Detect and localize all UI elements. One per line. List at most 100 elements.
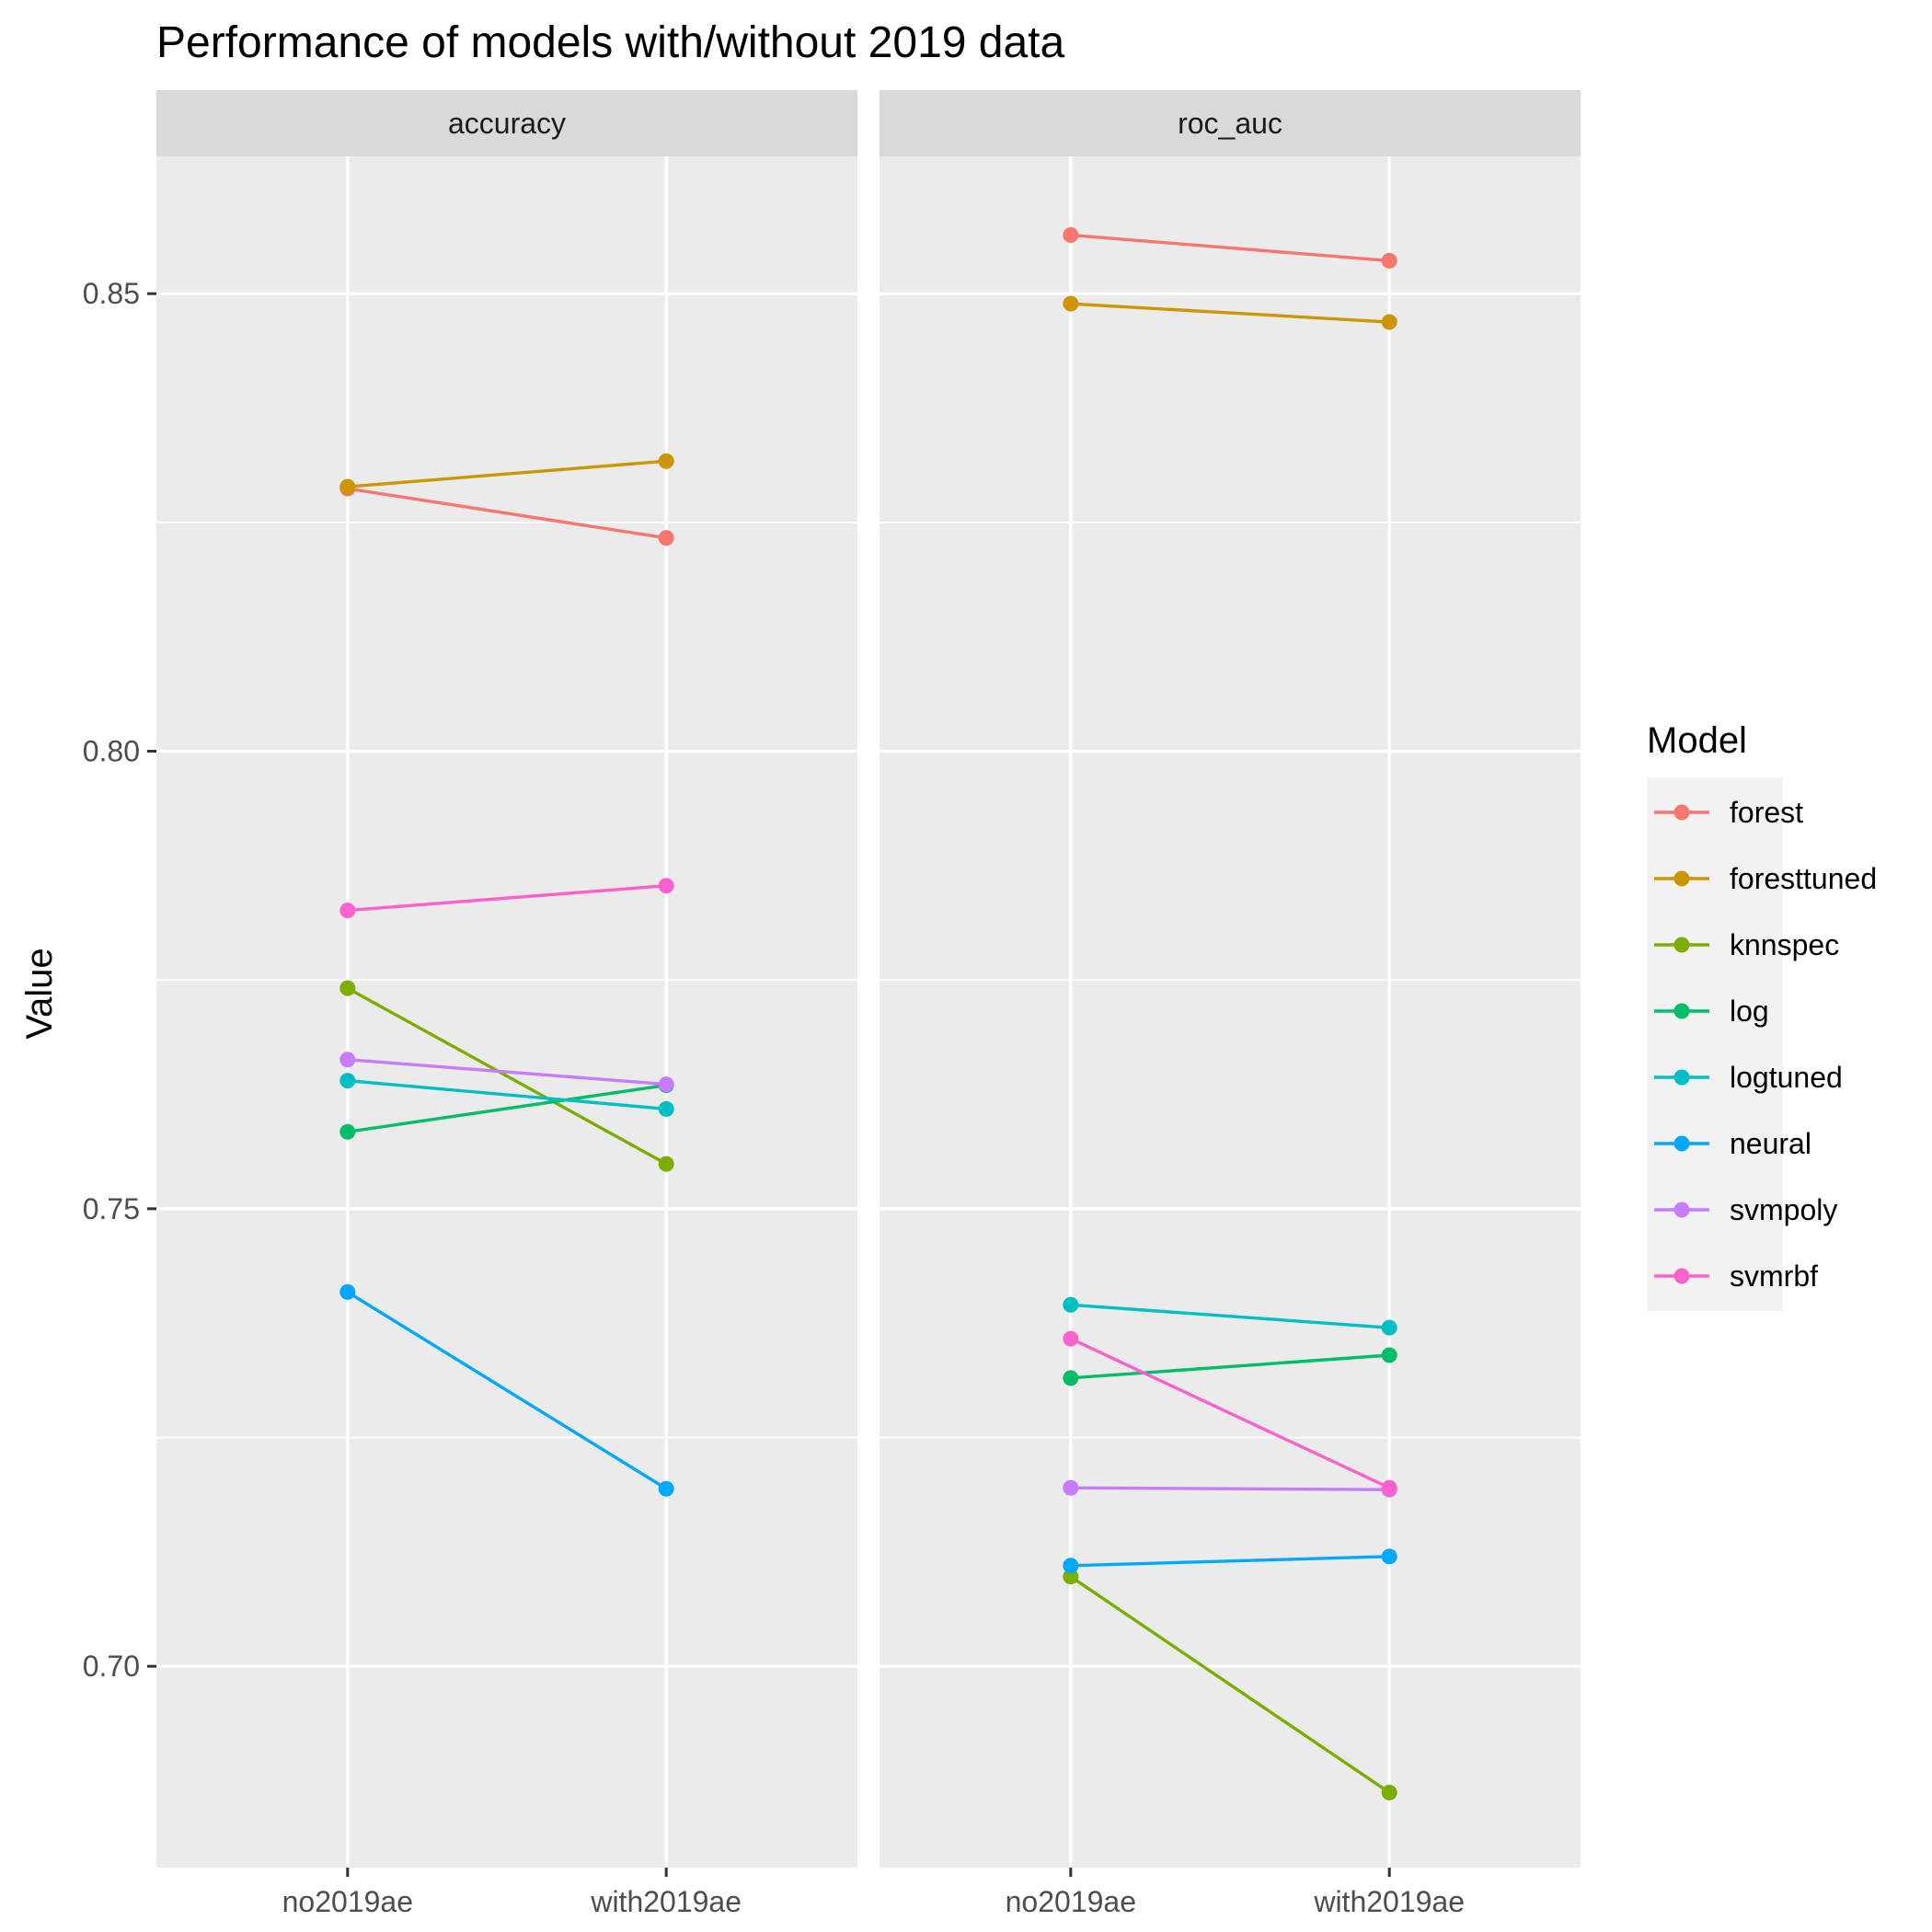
data-point [658, 1100, 674, 1117]
legend-key-point [1673, 870, 1690, 887]
series-line [1070, 1337, 1390, 1489]
data-point [658, 878, 674, 894]
legend-key-background [1647, 777, 1783, 1311]
facet-strip-label: roc_auc [1178, 107, 1282, 140]
series-line [1070, 1555, 1390, 1568]
legend-label: neural [1730, 1127, 1811, 1160]
series-svmrbf [339, 878, 674, 919]
x-tick-label: with2019ae [590, 1885, 742, 1918]
facet-strip-label: accuracy [448, 107, 566, 140]
data-point [1381, 1548, 1397, 1565]
series-neural [1063, 1548, 1397, 1574]
series-line [347, 1058, 667, 1087]
data-point [1381, 314, 1397, 330]
chart-title: Performance of models with/without 2019 … [156, 18, 1065, 67]
facet-strip [880, 90, 1581, 156]
data-point [1063, 227, 1079, 244]
x-tick-label: no2019ae [282, 1885, 413, 1918]
panel-background [156, 156, 857, 1868]
legend-key-point [1673, 804, 1690, 821]
data-point [1381, 1479, 1397, 1496]
series-line [346, 986, 668, 1166]
legend-key-point [1673, 1069, 1690, 1086]
series-line [346, 1290, 668, 1490]
legend-key-point [1673, 1202, 1690, 1218]
legend-item-svmrbf: svmrbf [1654, 1259, 1818, 1293]
series-line [1070, 302, 1390, 324]
facet-panels: no2019ae with2019ae accuracy no2019ae with20… [83, 90, 1581, 1918]
y-axis: 0.70 0.75 0.80 0.85 [83, 277, 156, 1683]
legend-title: Model [1647, 720, 1747, 761]
data-point [658, 1480, 674, 1497]
data-point [1063, 295, 1079, 312]
legend-item-logtuned: logtuned [1654, 1061, 1843, 1094]
data-point [339, 478, 356, 495]
data-point [1063, 1330, 1079, 1347]
data-point [1063, 1569, 1079, 1585]
data-point [1381, 1347, 1397, 1363]
series-line [1069, 1575, 1391, 1794]
legend-label: svmrbf [1730, 1259, 1818, 1293]
data-point [1063, 1479, 1079, 1496]
data-point [339, 1052, 356, 1068]
data-point [339, 903, 356, 919]
data-point [1063, 1296, 1079, 1313]
series-logtuned [1063, 1296, 1397, 1336]
data-point [658, 1156, 674, 1172]
series-line [1070, 233, 1390, 263]
y-tick-label: 0.75 [83, 1192, 140, 1225]
legend-label: knnspec [1730, 928, 1839, 961]
series-svmrbf [1063, 1330, 1397, 1496]
series-line [347, 1078, 667, 1111]
legend-item-log: log [1654, 995, 1769, 1028]
legend-item-knnspec: knnspec [1654, 928, 1839, 961]
legend-items: forest foresttuned knnspec log logtuned neura… [1654, 796, 1877, 1293]
series-forest [1063, 227, 1397, 269]
y-tick-label: 0.80 [83, 735, 140, 768]
series-line [347, 459, 667, 489]
legend-label: logtuned [1730, 1061, 1843, 1094]
series-foresttuned [1063, 295, 1397, 330]
series-line [347, 884, 667, 913]
legend-label: svmpoly [1730, 1193, 1837, 1226]
legend-label: log [1730, 995, 1769, 1028]
series-svmpoly [339, 1052, 674, 1093]
series-line [1070, 1303, 1390, 1329]
legend-key-point [1673, 1003, 1690, 1019]
legend-item-neural: neural [1654, 1127, 1811, 1160]
facet-panel-accuracy: no2019ae with2019ae accuracy [156, 90, 857, 1918]
legend: Model forest foresttuned knnspec log logtune… [1647, 720, 1877, 1311]
data-point [658, 1076, 674, 1093]
data-point [339, 1123, 356, 1140]
data-point [1381, 252, 1397, 269]
data-point [1381, 1319, 1397, 1336]
y-axis-title: Value [19, 948, 60, 1039]
data-point [1381, 1784, 1397, 1800]
series-line [1070, 1486, 1390, 1491]
series-neural [339, 1283, 674, 1497]
y-tick-label: 0.70 [83, 1650, 140, 1683]
legend-item-forest: forest [1654, 796, 1803, 829]
data-point [658, 530, 674, 546]
facet-panel-roc_auc: no2019ae with2019ae roc_auc [880, 90, 1581, 1918]
series-line [347, 487, 667, 540]
series-knnspec [1063, 1569, 1397, 1800]
data-point [339, 1073, 356, 1089]
legend-label: forest [1730, 796, 1803, 829]
legend-label: foresttuned [1730, 862, 1877, 895]
x-tick-label: with2019ae [1313, 1885, 1465, 1918]
legend-key-point [1673, 1135, 1690, 1152]
series-line [347, 1083, 667, 1133]
x-tick-label: no2019ae [1006, 1885, 1136, 1918]
legend-item-foresttuned: foresttuned [1654, 862, 1877, 895]
series-knnspec [339, 980, 674, 1172]
series-foresttuned [339, 453, 674, 495]
data-point [1063, 1558, 1079, 1574]
data-point [658, 453, 674, 469]
series-log [1063, 1347, 1397, 1386]
legend-item-svmpoly: svmpoly [1654, 1193, 1837, 1226]
panel-background [880, 156, 1581, 1868]
facet-strip [156, 90, 857, 156]
y-tick-label: 0.85 [83, 277, 140, 310]
